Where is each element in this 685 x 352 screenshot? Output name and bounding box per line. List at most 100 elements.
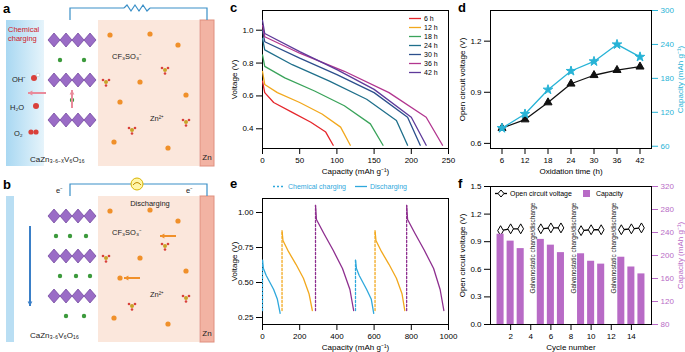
svg-text:CaZn₃.₆₋ₓV₆O₁₆: CaZn₃.₆₋ₓV₆O₁₆ [30,155,85,164]
svg-text:Capacity (mAh g⁻¹): Capacity (mAh g⁻¹) [676,221,685,289]
svg-text:e⁻: e⁻ [56,186,63,195]
svg-text:200: 200 [405,156,419,165]
svg-text:e⁻: e⁻ [186,186,193,195]
svg-text:12: 12 [607,332,616,341]
svg-text:0.9: 0.9 [470,237,482,246]
svg-text:120: 120 [661,108,675,117]
svg-text:Oxidation time (h): Oxidation time (h) [539,167,602,176]
html-text:e: e [230,176,238,191]
html-text:Discharging: Discharging [370,183,407,190]
svg-text:80: 80 [661,320,670,329]
svg-text:0: 0 [260,156,265,165]
svg-text:200: 200 [661,251,675,260]
svg-text:18: 18 [544,156,553,165]
html-text:Capacity: Capacity [595,190,624,197]
svg-text:6: 6 [500,156,505,165]
svg-text:42: 42 [636,156,645,165]
html-text:Chemical charging: Chemical charging [288,183,346,190]
svg-text:400: 400 [330,332,344,341]
svg-text:240: 240 [661,40,675,49]
svg-text:0.3: 0.3 [470,292,482,301]
svg-text:10: 10 [587,332,596,341]
svg-text:Capacity (mAh g⁻¹): Capacity (mAh g⁻¹) [676,45,685,113]
svg-text:Zn²⁺: Zn²⁺ [150,290,164,299]
svg-text:1.2: 1.2 [470,210,482,219]
svg-text:0.8: 0.8 [242,59,254,68]
svg-text:Galvanostatic charge/discharge: Galvanostatic charge/discharge [610,202,618,293]
svg-text:320: 320 [661,182,675,191]
html-text:c: c [230,0,238,15]
svg-text:Chemicalcharging: Chemicalcharging [8,25,40,43]
svg-text:b: b [3,177,11,192]
svg-text:CaZn₃.₆V₆O₁₆: CaZn₃.₆V₆O₁₆ [30,331,79,340]
svg-text:120: 120 [661,297,675,306]
svg-text:6: 6 [549,332,554,341]
svg-text:O₂: O₂ [14,129,23,138]
svg-text:30: 30 [590,156,599,165]
svg-text:300: 300 [661,6,675,15]
svg-text:Discharging: Discharging [130,199,170,208]
svg-text:H₂O: H₂O [10,103,24,112]
svg-text:36: 36 [613,156,622,165]
svg-text:180: 180 [661,74,675,83]
svg-text:2: 2 [508,332,513,341]
svg-text:0.6: 0.6 [242,91,254,100]
svg-text:280: 280 [661,205,675,214]
html-text:12 h: 12 h [424,24,438,31]
svg-text:CF₃SO₃⁻: CF₃SO₃⁻ [112,52,142,61]
html-text:18 h: 18 h [424,33,438,40]
svg-text:8: 8 [569,332,574,341]
svg-text:1.5: 1.5 [470,182,482,191]
html-text:Open circuit voltage: Open circuit voltage [510,190,572,197]
html-text:f: f [458,176,463,191]
html-text:42 h: 42 h [424,69,438,76]
svg-text:600: 600 [367,332,381,341]
svg-text:60: 60 [661,142,670,151]
svg-text:24: 24 [567,156,576,165]
svg-text:800: 800 [405,332,419,341]
svg-text:1.0: 1.0 [242,26,254,35]
svg-text:0.9: 0.9 [470,88,482,97]
svg-text:0.0: 0.0 [470,320,482,329]
svg-text:200: 200 [293,332,307,341]
html-text:6 h: 6 h [424,15,434,22]
svg-text:Zn²⁺: Zn²⁺ [150,114,164,123]
svg-text:Open circuit voltage (V): Open circuit voltage (V) [458,37,467,121]
svg-text:12: 12 [521,156,530,165]
svg-text:160: 160 [661,274,675,283]
svg-text:Zn: Zn [202,329,211,338]
svg-text:Open circuit voltage (V): Open circuit voltage (V) [458,213,467,297]
html-text:36 h: 36 h [424,60,438,67]
svg-text:0.25: 0.25 [238,313,254,322]
svg-text:150: 150 [367,156,381,165]
svg-text:0.75: 0.75 [238,243,254,252]
svg-text:Capacity (mAh g⁻¹): Capacity (mAh g⁻¹) [322,343,390,352]
html-text:d: d [458,0,466,15]
svg-text:Galvanostatic charge/discharge: Galvanostatic charge/discharge [529,202,537,293]
svg-text:50: 50 [295,156,304,165]
svg-text:Voltage (V): Voltage (V) [230,241,239,281]
svg-text:Voltage (V): Voltage (V) [230,59,239,99]
svg-text:a: a [3,1,11,16]
svg-text:1.2: 1.2 [470,37,482,46]
svg-text:1.00: 1.00 [238,208,254,217]
html-text:24 h: 24 h [424,42,438,49]
svg-text:0: 0 [260,332,265,341]
svg-text:0.50: 0.50 [238,278,254,287]
svg-text:250: 250 [442,156,456,165]
svg-text:Capacity (mAh g⁻¹): Capacity (mAh g⁻¹) [322,167,390,176]
svg-text:CF₃SO₃⁻: CF₃SO₃⁻ [112,228,142,237]
svg-text:Cycle number: Cycle number [546,343,596,352]
svg-text:Galvanostatic charge/discharge: Galvanostatic charge/discharge [570,202,578,293]
svg-text:0.6: 0.6 [470,265,482,274]
svg-text:1000: 1000 [440,332,458,341]
svg-text:Zn: Zn [202,153,211,162]
svg-text:OH⁻: OH⁻ [12,75,26,84]
svg-text:240: 240 [661,228,675,237]
svg-text:4: 4 [529,332,534,341]
svg-text:100: 100 [330,156,344,165]
svg-text:0.4: 0.4 [242,124,254,133]
svg-text:0.6: 0.6 [470,139,482,148]
html-text:30 h: 30 h [424,51,438,58]
svg-text:14: 14 [627,332,636,341]
